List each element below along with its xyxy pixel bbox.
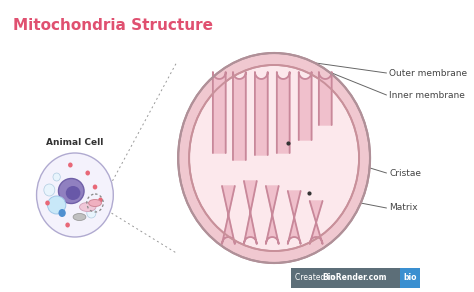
Ellipse shape bbox=[66, 186, 81, 200]
Circle shape bbox=[53, 173, 60, 181]
Polygon shape bbox=[277, 72, 290, 153]
Text: Animal Cell: Animal Cell bbox=[46, 138, 104, 147]
Circle shape bbox=[98, 197, 103, 202]
Circle shape bbox=[36, 153, 113, 237]
Polygon shape bbox=[266, 186, 279, 244]
Ellipse shape bbox=[73, 213, 86, 220]
Ellipse shape bbox=[58, 178, 84, 204]
Text: Cristae: Cristae bbox=[389, 168, 421, 178]
Polygon shape bbox=[319, 72, 332, 125]
Bar bbox=[400, 268, 420, 288]
Circle shape bbox=[93, 185, 97, 190]
Ellipse shape bbox=[80, 202, 96, 211]
Polygon shape bbox=[233, 72, 246, 160]
Polygon shape bbox=[288, 191, 301, 244]
Text: BioRender.com: BioRender.com bbox=[322, 274, 387, 282]
Circle shape bbox=[58, 209, 66, 217]
Ellipse shape bbox=[189, 65, 359, 251]
Text: Mitochondria Structure: Mitochondria Structure bbox=[13, 18, 213, 33]
Polygon shape bbox=[213, 72, 226, 153]
Circle shape bbox=[87, 208, 96, 218]
Polygon shape bbox=[310, 201, 322, 244]
Text: Inner membrane: Inner membrane bbox=[389, 91, 465, 100]
Bar bbox=[291, 268, 400, 288]
Text: Created in: Created in bbox=[295, 274, 337, 282]
Ellipse shape bbox=[89, 199, 101, 206]
Circle shape bbox=[68, 163, 73, 168]
Polygon shape bbox=[244, 181, 257, 244]
Text: Outer membrane: Outer membrane bbox=[389, 69, 467, 77]
Text: bio: bio bbox=[403, 274, 417, 282]
Ellipse shape bbox=[178, 53, 370, 263]
Ellipse shape bbox=[47, 196, 66, 214]
Circle shape bbox=[45, 201, 50, 206]
Polygon shape bbox=[299, 72, 311, 140]
Circle shape bbox=[44, 184, 55, 196]
Text: Matrix: Matrix bbox=[389, 204, 418, 213]
Circle shape bbox=[85, 171, 90, 175]
Polygon shape bbox=[255, 72, 268, 155]
Circle shape bbox=[65, 223, 70, 227]
Polygon shape bbox=[222, 186, 235, 244]
